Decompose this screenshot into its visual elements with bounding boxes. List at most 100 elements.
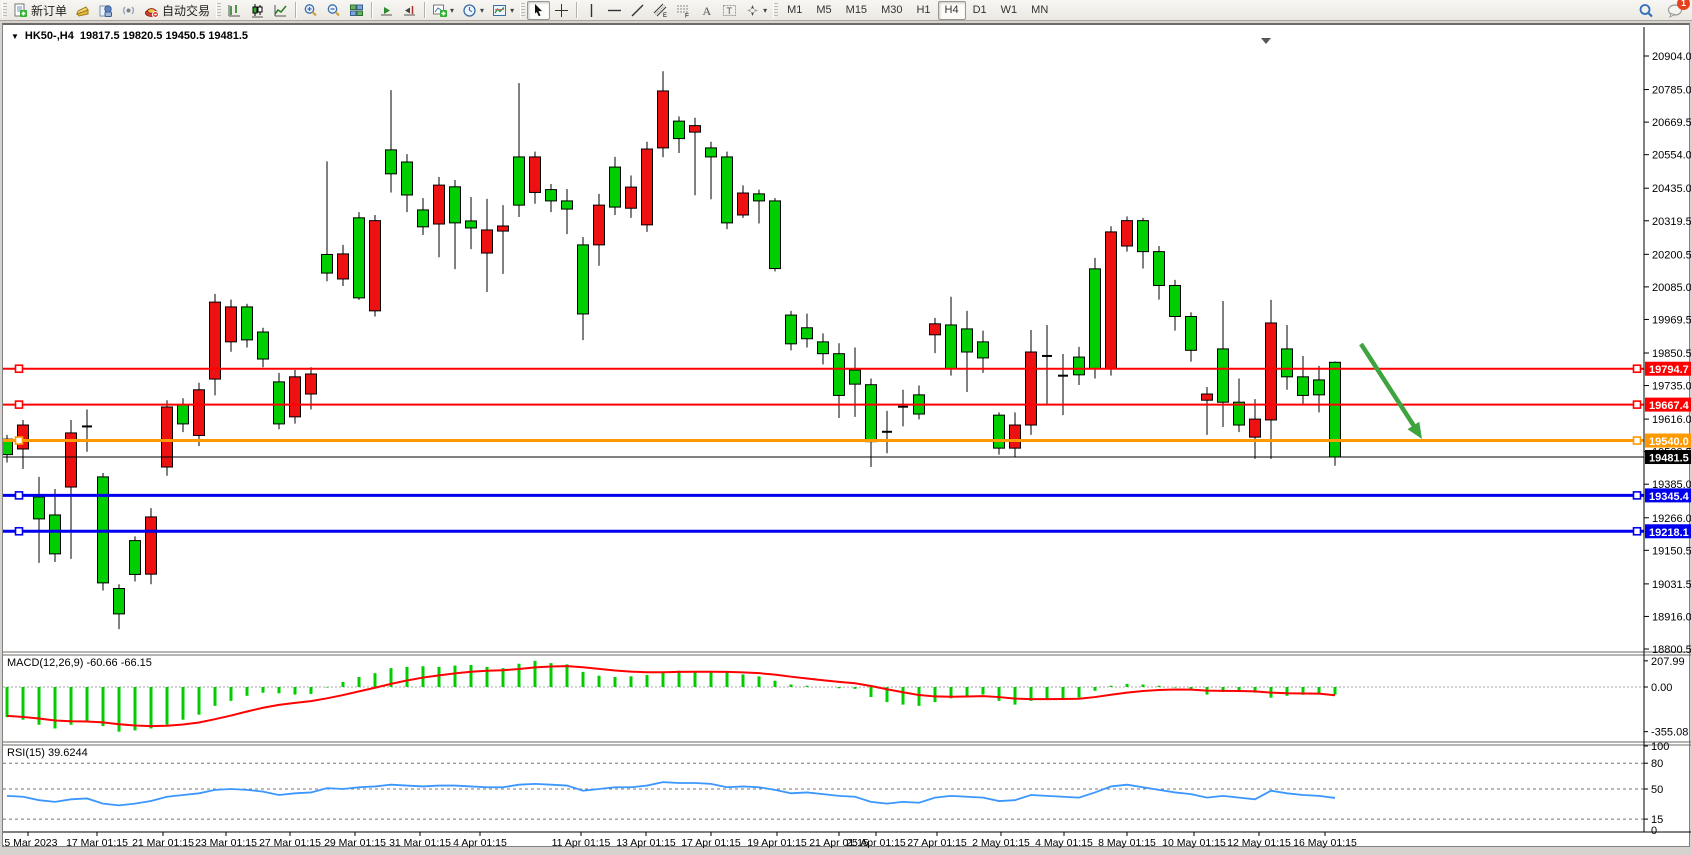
chart-window[interactable]: ▼ HK50-,H4 19817.5 19820.5 19450.5 19481… xyxy=(2,23,1691,849)
hline-handle[interactable] xyxy=(1632,400,1642,409)
price-tick-label: 19150.5 xyxy=(1652,545,1691,557)
date-tick-label[interactable]: 31 Mar 01:15 xyxy=(389,837,451,849)
text-tool-button[interactable]: A xyxy=(695,1,718,20)
metaeditor-button[interactable] xyxy=(71,1,94,20)
date-tick-label[interactable]: 15 Mar 2023 xyxy=(3,837,58,849)
candle xyxy=(1153,251,1165,286)
date-tick-label[interactable]: 2 May 01:15 xyxy=(972,837,1030,849)
date-tick-label[interactable]: 4 Apr 01:15 xyxy=(453,837,507,849)
terminal-button[interactable] xyxy=(94,1,117,20)
date-tick-label[interactable]: 4 May 01:15 xyxy=(1035,837,1093,849)
svg-text:19794.7: 19794.7 xyxy=(1649,364,1689,376)
candle xyxy=(977,341,989,359)
zoom-in-button[interactable] xyxy=(299,1,322,20)
price-tick-label: 20085.0 xyxy=(1652,282,1691,294)
timeframe-m30-button[interactable]: M30 xyxy=(881,4,903,16)
candle xyxy=(993,414,1005,449)
hline-handle[interactable] xyxy=(14,526,24,536)
hline-handle[interactable] xyxy=(1632,491,1642,500)
date-tick-label[interactable]: 19 Apr 01:15 xyxy=(747,837,807,849)
date-tick-label[interactable]: 27 Mar 01:15 xyxy=(259,837,321,849)
timeframe-m15-button[interactable]: M15 xyxy=(845,4,868,16)
trendline-tool-button[interactable] xyxy=(626,1,649,20)
timeframe-d1-button[interactable]: D1 xyxy=(972,4,987,16)
candle xyxy=(353,217,365,299)
date-tick-label[interactable]: 8 May 01:15 xyxy=(1098,837,1156,849)
vertical-line-tool-button[interactable] xyxy=(580,1,603,20)
timeframe-m1-button[interactable]: M1 xyxy=(787,4,803,16)
arrows-tool-button[interactable]: ▾ xyxy=(741,1,771,20)
candlestick-mode-button[interactable] xyxy=(246,1,269,20)
hline-handle[interactable] xyxy=(14,364,24,374)
date-tick-label[interactable]: 21 Mar 01:15 xyxy=(132,837,194,849)
candles xyxy=(3,71,1341,630)
timeframe-m5-button[interactable]: M5 xyxy=(816,4,832,16)
hline-handle[interactable] xyxy=(14,436,24,445)
search-button[interactable] xyxy=(1634,1,1657,20)
auto-trading-button[interactable]: 自动交易 xyxy=(140,1,214,20)
bar-chart-mode-button[interactable] xyxy=(223,1,246,20)
candle xyxy=(209,301,221,380)
zoom-in-icon xyxy=(303,3,318,18)
date-tick-label[interactable]: 25 Apr 01:15 xyxy=(846,837,906,849)
cursor-tool-button[interactable] xyxy=(527,0,551,20)
candle xyxy=(113,588,125,615)
timeframe-w1-button[interactable]: W1 xyxy=(1000,4,1018,16)
arrows-icon xyxy=(745,3,760,18)
hline-handle[interactable] xyxy=(14,400,24,409)
timeframe-h4-button[interactable]: H4 xyxy=(937,0,966,20)
toolbar-grip xyxy=(2,2,7,18)
date-tick-label[interactable]: 17 Mar 01:15 xyxy=(66,837,128,849)
horizontal-lines[interactable] xyxy=(3,364,1644,536)
tile-windows-button[interactable] xyxy=(345,1,368,20)
profiles-button[interactable]: ▾ xyxy=(458,1,488,20)
metaeditor-icon xyxy=(75,3,90,18)
line-chart-mode-button[interactable] xyxy=(269,1,292,20)
search-icon xyxy=(1638,3,1653,18)
hline-handle[interactable] xyxy=(1632,526,1642,536)
timeframe-h1-button[interactable]: H1 xyxy=(916,4,931,16)
price-tick-label: 18916.0 xyxy=(1652,611,1691,623)
candle xyxy=(625,186,637,209)
date-tick-label[interactable]: 13 Apr 01:15 xyxy=(616,837,676,849)
auto-scroll-button[interactable] xyxy=(375,1,398,20)
hline-handle[interactable] xyxy=(14,491,24,500)
date-tick-label[interactable]: 21 Apr 01:15 xyxy=(809,837,869,849)
new-order-icon xyxy=(13,3,28,18)
hline-handle[interactable] xyxy=(1632,364,1642,374)
chart-canvas[interactable]: 20904.0 20785.0 20669.5 20554.0 20435.0 20319… xyxy=(3,25,1691,849)
date-tick-label[interactable]: 11 Apr 01:15 xyxy=(552,837,611,849)
date-tick-label[interactable]: 10 May 01:15 xyxy=(1162,837,1226,849)
label-tool-button[interactable]: T xyxy=(718,1,741,20)
candle xyxy=(753,193,765,202)
date-tick-label[interactable]: 16 May 01:15 xyxy=(1293,837,1357,849)
candle xyxy=(1137,220,1149,253)
new-chart-button[interactable]: ▾ xyxy=(428,1,458,20)
new-order-button[interactable]: 新订单 xyxy=(9,1,71,20)
crosshair-tool-button[interactable] xyxy=(550,1,573,20)
candle xyxy=(673,120,685,140)
timeframe-mn-button[interactable]: MN xyxy=(1031,4,1049,16)
notifications-button[interactable]: 1 xyxy=(1663,0,1690,20)
date-tick-label[interactable]: 12 May 01:15 xyxy=(1227,837,1291,849)
date-tick-label[interactable]: 29 Mar 01:15 xyxy=(324,837,386,849)
fibonacci-tool-button[interactable]: F xyxy=(672,1,695,20)
chart-menu-icon[interactable]: ▼ xyxy=(11,31,19,41)
price-line-tag xyxy=(1645,361,1691,376)
hline-handle[interactable] xyxy=(1632,436,1642,445)
date-tick-label[interactable]: 23 Mar 01:15 xyxy=(195,837,257,849)
text-label-icon: T xyxy=(722,3,737,18)
candle xyxy=(465,220,477,229)
indicators-button[interactable]: ▾ xyxy=(488,1,518,20)
horizontal-line-tool-button[interactable] xyxy=(603,1,626,20)
svg-text:19218.1: 19218.1 xyxy=(1649,527,1689,539)
channel-tool-button[interactable]: E xyxy=(649,1,672,20)
date-tick-label[interactable]: 27 Apr 01:15 xyxy=(907,837,967,849)
chart-shift-button[interactable] xyxy=(398,1,421,20)
broadcast-button[interactable] xyxy=(117,1,140,20)
axes[interactable]: 20904.0 20785.0 20669.5 20554.0 20435.0 20319… xyxy=(3,27,1691,849)
date-tick-label[interactable]: 17 Apr 01:15 xyxy=(681,837,741,849)
price-tick-label: 19031.5 xyxy=(1652,579,1691,591)
zoom-out-button[interactable] xyxy=(322,1,345,20)
rsi-axis-label: 80 xyxy=(1651,758,1663,770)
